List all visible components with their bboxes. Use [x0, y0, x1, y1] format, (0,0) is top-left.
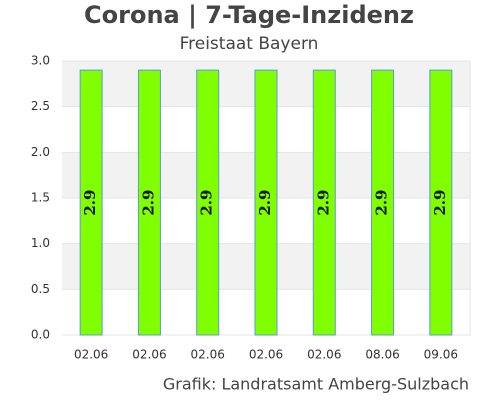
bar — [254, 69, 278, 336]
value-label: 2.9 — [256, 190, 274, 216]
x-tick-label: 08.06 — [365, 348, 399, 362]
value-label: 2.9 — [139, 190, 157, 216]
x-tick-label: 02.06 — [74, 348, 108, 362]
y-tick-label: 2.5 — [31, 99, 50, 113]
value-label: 2.9 — [373, 190, 391, 216]
y-tick-label: 2.0 — [31, 145, 50, 159]
x-tick-label: 02.06 — [249, 348, 283, 362]
bar — [196, 69, 220, 336]
bar — [79, 69, 103, 336]
y-tick-label: 0.5 — [31, 282, 50, 296]
value-label: 2.9 — [314, 190, 332, 216]
x-tick-label: 09.06 — [424, 348, 458, 362]
value-label: 2.9 — [431, 190, 449, 216]
y-tick-label: 1.5 — [31, 191, 50, 205]
y-tick-label: 3.0 — [31, 54, 50, 68]
y-tick-label: 0.0 — [31, 328, 50, 342]
x-tick-label: 02.06 — [132, 348, 166, 362]
x-tick-label: 02.06 — [307, 348, 341, 362]
value-label: 2.9 — [81, 190, 99, 216]
bar — [312, 69, 336, 336]
bar — [371, 69, 395, 336]
bar — [137, 69, 161, 336]
value-label: 2.9 — [198, 190, 216, 216]
y-tick-label: 1.0 — [31, 236, 50, 250]
chart-title: Corona | 7-Tage-Inzidenz — [84, 1, 414, 29]
bar — [429, 69, 453, 336]
source-credit: Grafik: Landratsamt Amberg-Sulzbach — [163, 375, 469, 394]
chart-subtitle: Freistaat Bayern — [180, 34, 319, 54]
x-tick-label: 02.06 — [191, 348, 225, 362]
